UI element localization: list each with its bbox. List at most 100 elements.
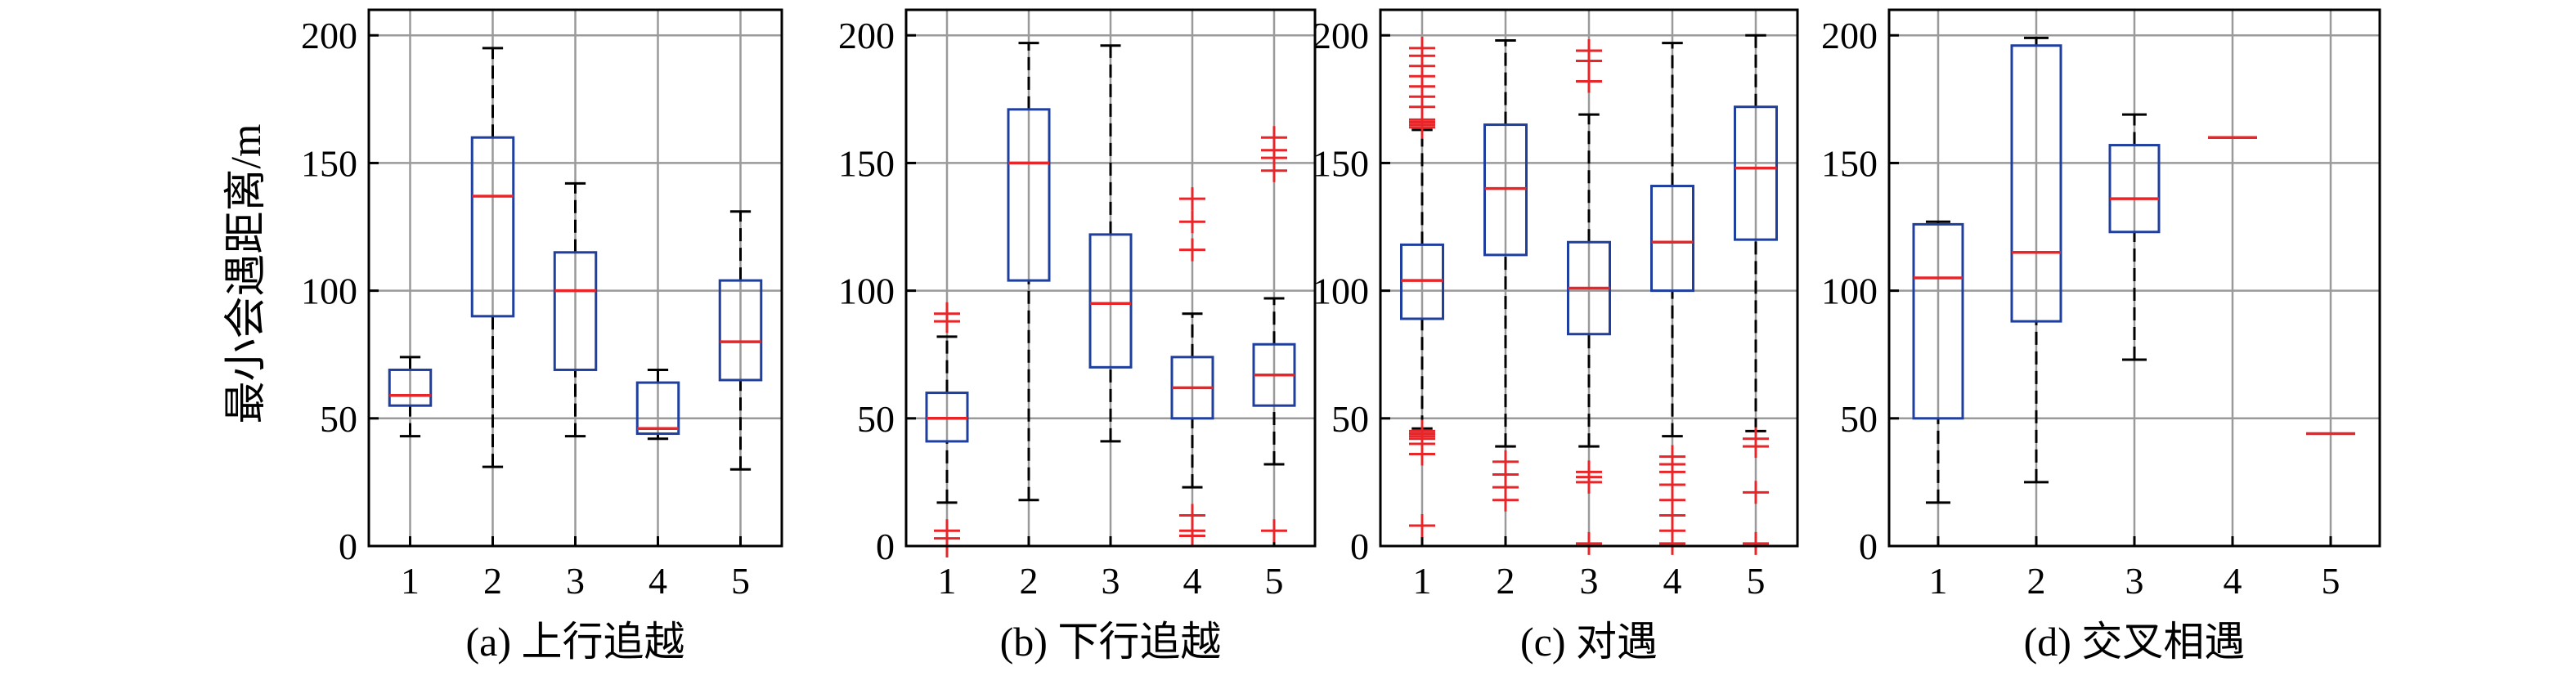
outlier-marker xyxy=(1179,504,1205,527)
y-tick-label: 100 xyxy=(1313,271,1369,312)
outlier-marker xyxy=(1492,450,1519,473)
x-tick-label: 2 xyxy=(1497,560,1515,602)
x-tick-label: 4 xyxy=(1183,560,1202,602)
y-tick-label: 50 xyxy=(320,398,357,440)
y-tick-label: 150 xyxy=(838,142,895,184)
panel-caption: (c) 对遇 xyxy=(1520,619,1658,665)
iqr-box xyxy=(1650,185,1694,293)
x-tick-label: 3 xyxy=(1102,560,1120,602)
x-tick-label: 4 xyxy=(1663,560,1682,602)
y-tick-label: 150 xyxy=(1821,142,1878,184)
y-tick-label: 200 xyxy=(301,15,357,56)
x-tick-label: 3 xyxy=(2125,560,2144,602)
iqr-box xyxy=(553,251,598,371)
outlier-marker xyxy=(1261,126,1287,150)
panel-3: 0 50 100 150 200 1 2 3 4 5 (c) 对遇 xyxy=(1313,8,1799,665)
iqr-box xyxy=(470,136,515,318)
box-2 xyxy=(2010,36,2062,484)
y-tick-label: 50 xyxy=(1331,398,1369,440)
outlier-marker xyxy=(1179,187,1205,211)
panel-2: 0 50 100 150 200 1 2 3 4 5 (b) 下行追越 xyxy=(838,8,1317,665)
outlier-marker xyxy=(1261,519,1287,543)
iqr-box xyxy=(388,368,433,407)
x-tick-label: 5 xyxy=(1747,560,1766,602)
y-axis-label: 最小会遇距离/m xyxy=(223,124,270,424)
iqr-box xyxy=(1088,233,1133,369)
y-tick-label: 200 xyxy=(838,15,895,56)
box-3 xyxy=(1567,38,1611,555)
y-tick-label: 50 xyxy=(857,398,895,440)
box-4 xyxy=(1170,187,1214,548)
panel-caption: (a) 上行追越 xyxy=(466,619,685,665)
outlier-marker xyxy=(1409,36,1435,60)
x-tick-label: 2 xyxy=(1020,560,1039,602)
iqr-box xyxy=(2010,44,2062,323)
x-tick-label: 2 xyxy=(483,560,502,602)
panel-caption: (d) 交叉相遇 xyxy=(2024,619,2246,665)
panel-4: 0 50 100 150 200 1 2 3 4 5 (d) 交叉相遇 xyxy=(1821,8,2381,665)
outlier-marker xyxy=(1576,531,1602,555)
iqr-box xyxy=(1007,108,1051,282)
outlier-marker xyxy=(1179,210,1205,234)
outlier-marker xyxy=(1409,514,1435,538)
iqr-box xyxy=(635,381,680,436)
axes-frame xyxy=(1887,8,2381,548)
outlier-marker xyxy=(1743,531,1769,555)
outlier-marker xyxy=(1409,419,1435,443)
box-2 xyxy=(1007,42,1051,502)
outlier-marker xyxy=(934,519,960,543)
outlier-marker xyxy=(1743,481,1769,504)
x-tick-label: 1 xyxy=(1413,560,1432,602)
axes-frame xyxy=(1379,8,1799,548)
outlier-marker xyxy=(1659,445,1685,468)
y-tick-label: 150 xyxy=(301,142,357,184)
box-5 xyxy=(1252,126,1296,543)
iqr-box xyxy=(2108,144,2161,234)
box-4 xyxy=(1650,42,1694,555)
y-tick-label: 0 xyxy=(339,526,357,567)
iqr-box xyxy=(718,279,763,382)
x-tick-label: 5 xyxy=(1265,560,1284,602)
panel-caption: (b) 下行追越 xyxy=(1000,619,1222,665)
box-1 xyxy=(1912,220,1964,504)
box-5 xyxy=(718,210,763,471)
x-tick-label: 5 xyxy=(731,560,750,602)
iqr-box xyxy=(1734,105,1778,241)
box-4 xyxy=(635,368,680,441)
y-tick-label: 200 xyxy=(1313,15,1369,56)
y-tick-label: 50 xyxy=(1840,398,1878,440)
box-1 xyxy=(388,356,433,438)
y-tick-label: 0 xyxy=(1859,526,1878,567)
y-tick-label: 100 xyxy=(1821,271,1878,312)
box-3 xyxy=(1088,44,1133,443)
iqr-box xyxy=(1912,222,1964,420)
axes-frame xyxy=(904,8,1317,548)
outlier-marker xyxy=(1576,69,1602,93)
panel-1: 0 50 100 150 200 1 2 3 4 5 (a) 上行追越 xyxy=(301,8,783,665)
box-2 xyxy=(1483,38,1528,512)
x-tick-label: 1 xyxy=(401,560,420,602)
axes-frame xyxy=(367,8,783,548)
x-tick-label: 1 xyxy=(938,560,957,602)
y-tick-label: 200 xyxy=(1821,15,1878,56)
box-5 xyxy=(1734,34,1778,555)
box-3 xyxy=(553,181,598,438)
outlier-marker xyxy=(934,302,960,325)
box-3 xyxy=(2108,113,2161,361)
outlier-marker xyxy=(1576,460,1602,484)
x-tick-label: 2 xyxy=(2027,560,2046,602)
x-tick-label: 3 xyxy=(1580,560,1599,602)
x-tick-label: 3 xyxy=(566,560,585,602)
y-tick-label: 0 xyxy=(876,526,895,567)
outlier-marker xyxy=(1576,38,1602,62)
box-1 xyxy=(1400,36,1444,538)
outlier-marker xyxy=(1743,427,1769,450)
y-tick-label: 100 xyxy=(838,271,895,312)
y-tick-label: 100 xyxy=(301,271,357,312)
x-tick-label: 4 xyxy=(2224,560,2242,602)
x-tick-label: 1 xyxy=(1929,560,1948,602)
x-tick-label: 5 xyxy=(2322,560,2340,602)
outlier-marker xyxy=(1179,238,1205,262)
box-2 xyxy=(470,47,515,468)
